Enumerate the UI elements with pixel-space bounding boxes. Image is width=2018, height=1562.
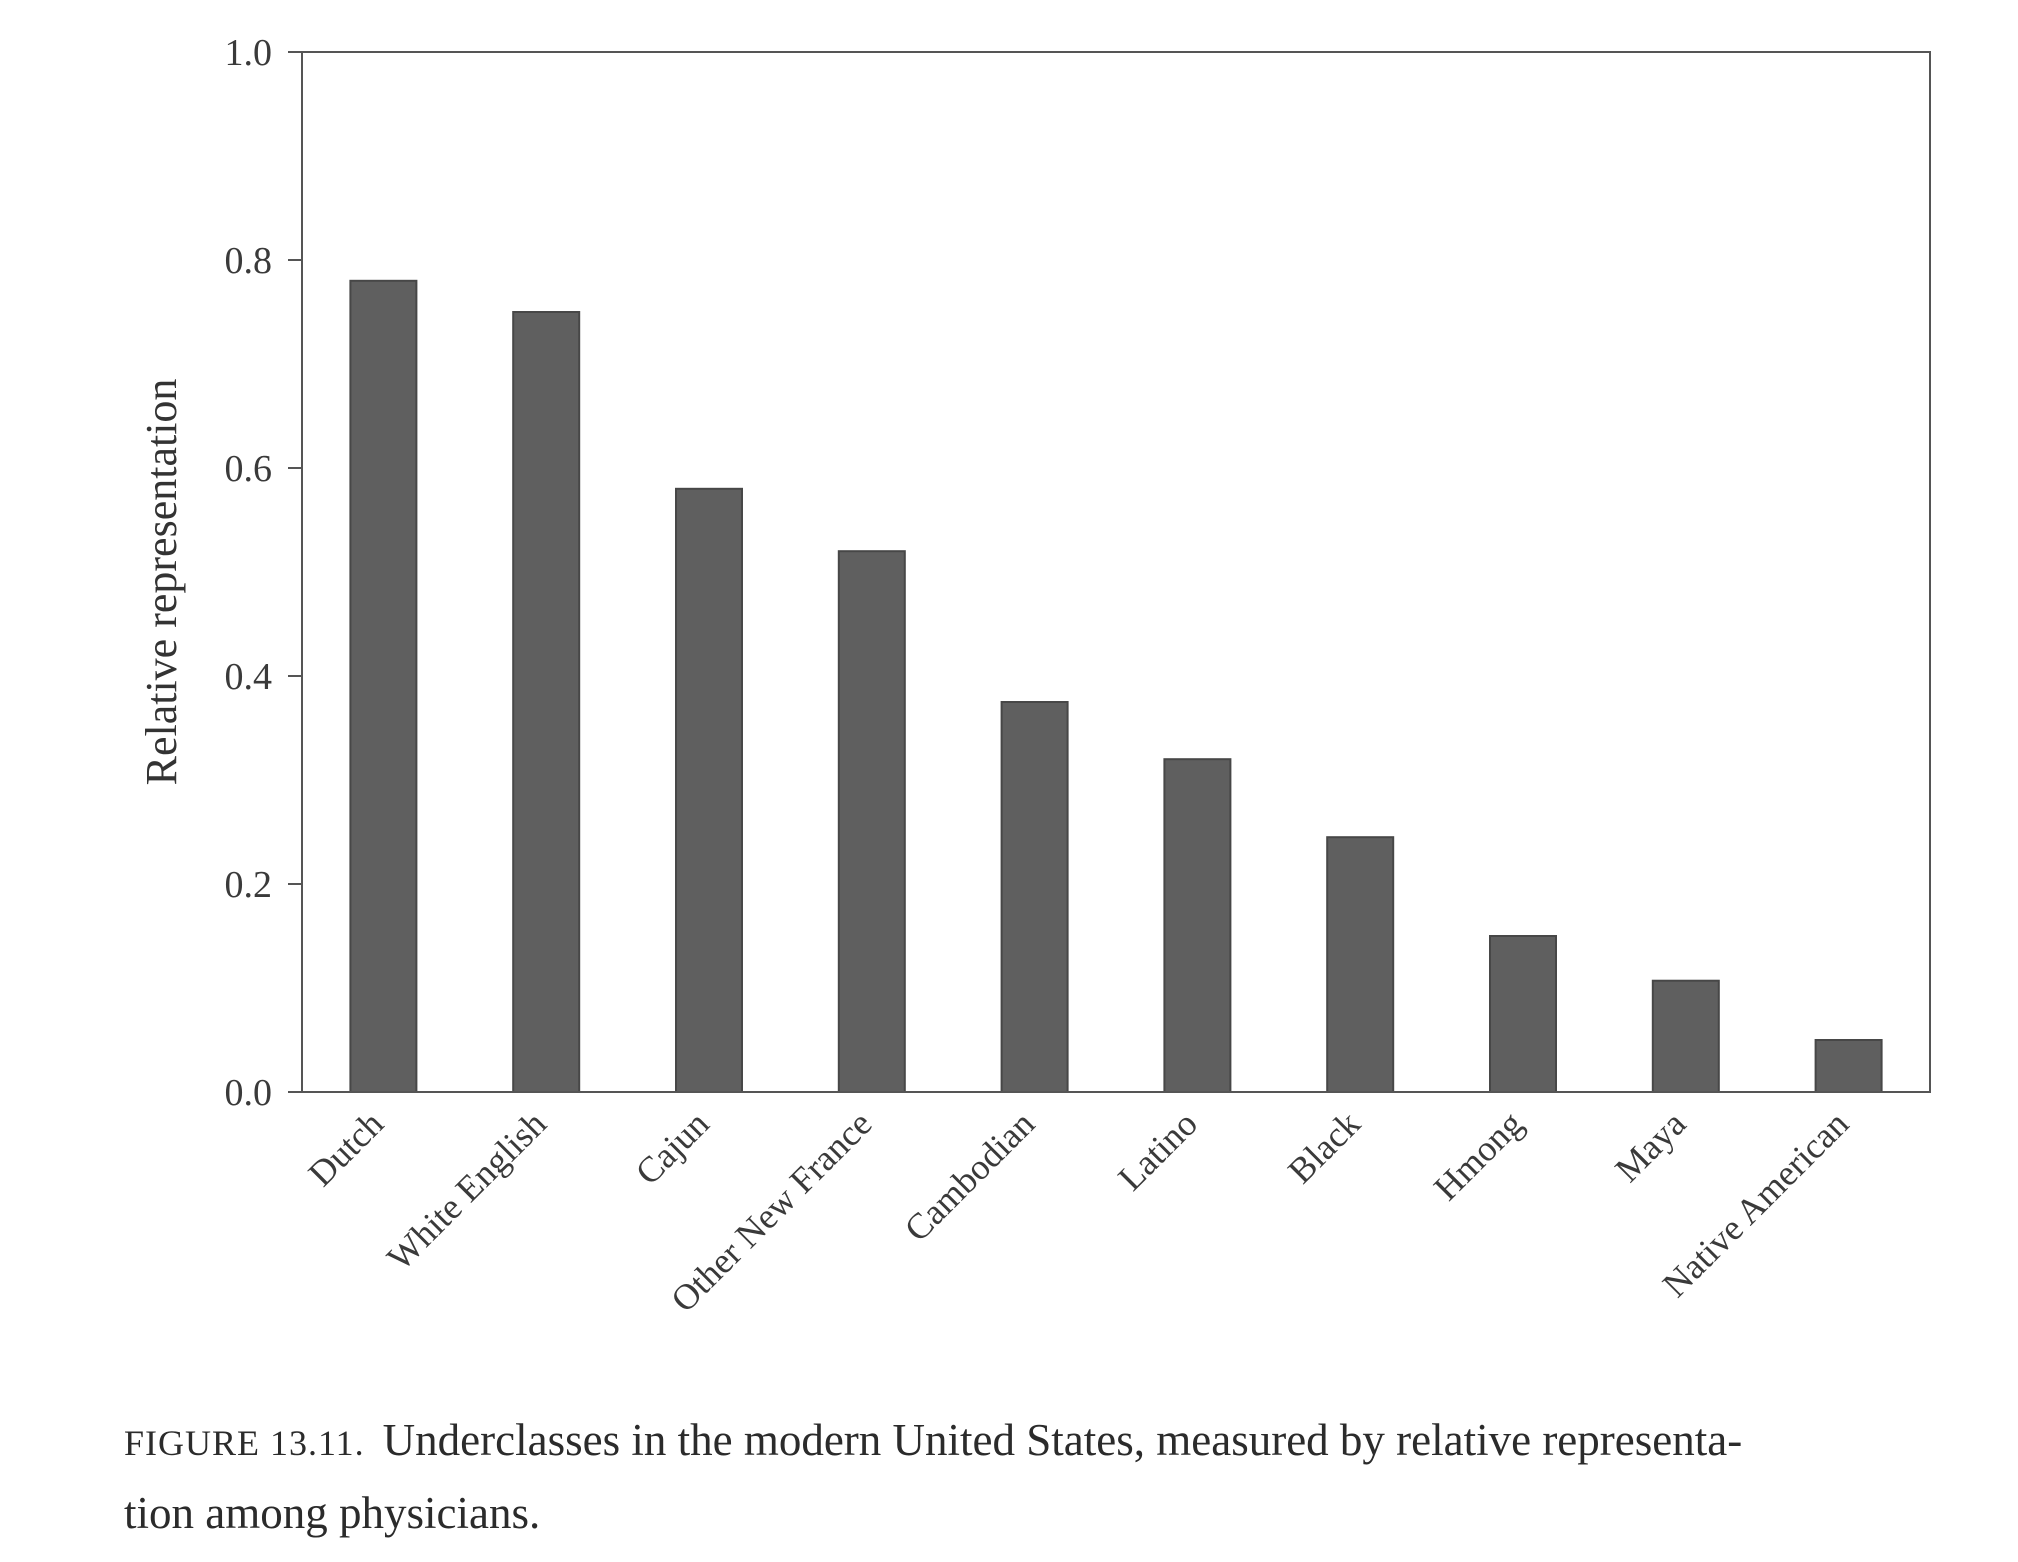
bar bbox=[1489, 935, 1557, 1093]
y-tick-label: 1.0 bbox=[225, 32, 273, 74]
y-tick-label: 0.2 bbox=[225, 864, 273, 906]
bar bbox=[1651, 979, 1720, 1093]
x-tick-label: Black bbox=[1280, 1103, 1368, 1191]
caption-line-1: FIGURE 13.11. Underclasses in the modern … bbox=[124, 1405, 1944, 1478]
y-tick-label: 0.0 bbox=[225, 1072, 273, 1114]
caption-text-1: Underclasses in the modern United States… bbox=[382, 1415, 1743, 1465]
bar bbox=[1814, 1039, 1883, 1093]
x-tick-label: Cajun bbox=[628, 1103, 717, 1192]
bar bbox=[1163, 758, 1232, 1093]
bar bbox=[512, 311, 581, 1093]
plot-frame bbox=[301, 51, 1931, 1093]
x-tick-label: Hmong bbox=[1426, 1103, 1531, 1208]
bar bbox=[837, 550, 906, 1093]
bars-group bbox=[349, 279, 1883, 1094]
bar bbox=[349, 279, 418, 1093]
y-tick-label: 0.8 bbox=[225, 240, 273, 282]
y-axis-ticks: 0.0 0.2 0.4 0.6 0.8 1.0 bbox=[225, 32, 302, 1114]
y-axis-label: Relative representation bbox=[137, 379, 186, 786]
x-tick-label: Maya bbox=[1607, 1103, 1693, 1189]
x-tick-label: Latino bbox=[1110, 1103, 1205, 1198]
bar bbox=[1326, 836, 1395, 1094]
x-tick-label: White English bbox=[379, 1103, 554, 1278]
y-tick-label: 0.4 bbox=[225, 656, 273, 698]
bar bbox=[675, 487, 743, 1093]
figure-label: FIGURE 13.11. bbox=[124, 1423, 365, 1463]
y-tick-label: 0.6 bbox=[225, 448, 273, 490]
x-tick-label: Cambodian bbox=[897, 1103, 1043, 1249]
caption-line-2: tion among physicians. bbox=[124, 1488, 541, 1538]
figure-caption: FIGURE 13.11. Underclasses in the modern … bbox=[124, 1405, 1944, 1548]
x-tick-label: Dutch bbox=[301, 1103, 391, 1193]
bar bbox=[1000, 701, 1069, 1093]
